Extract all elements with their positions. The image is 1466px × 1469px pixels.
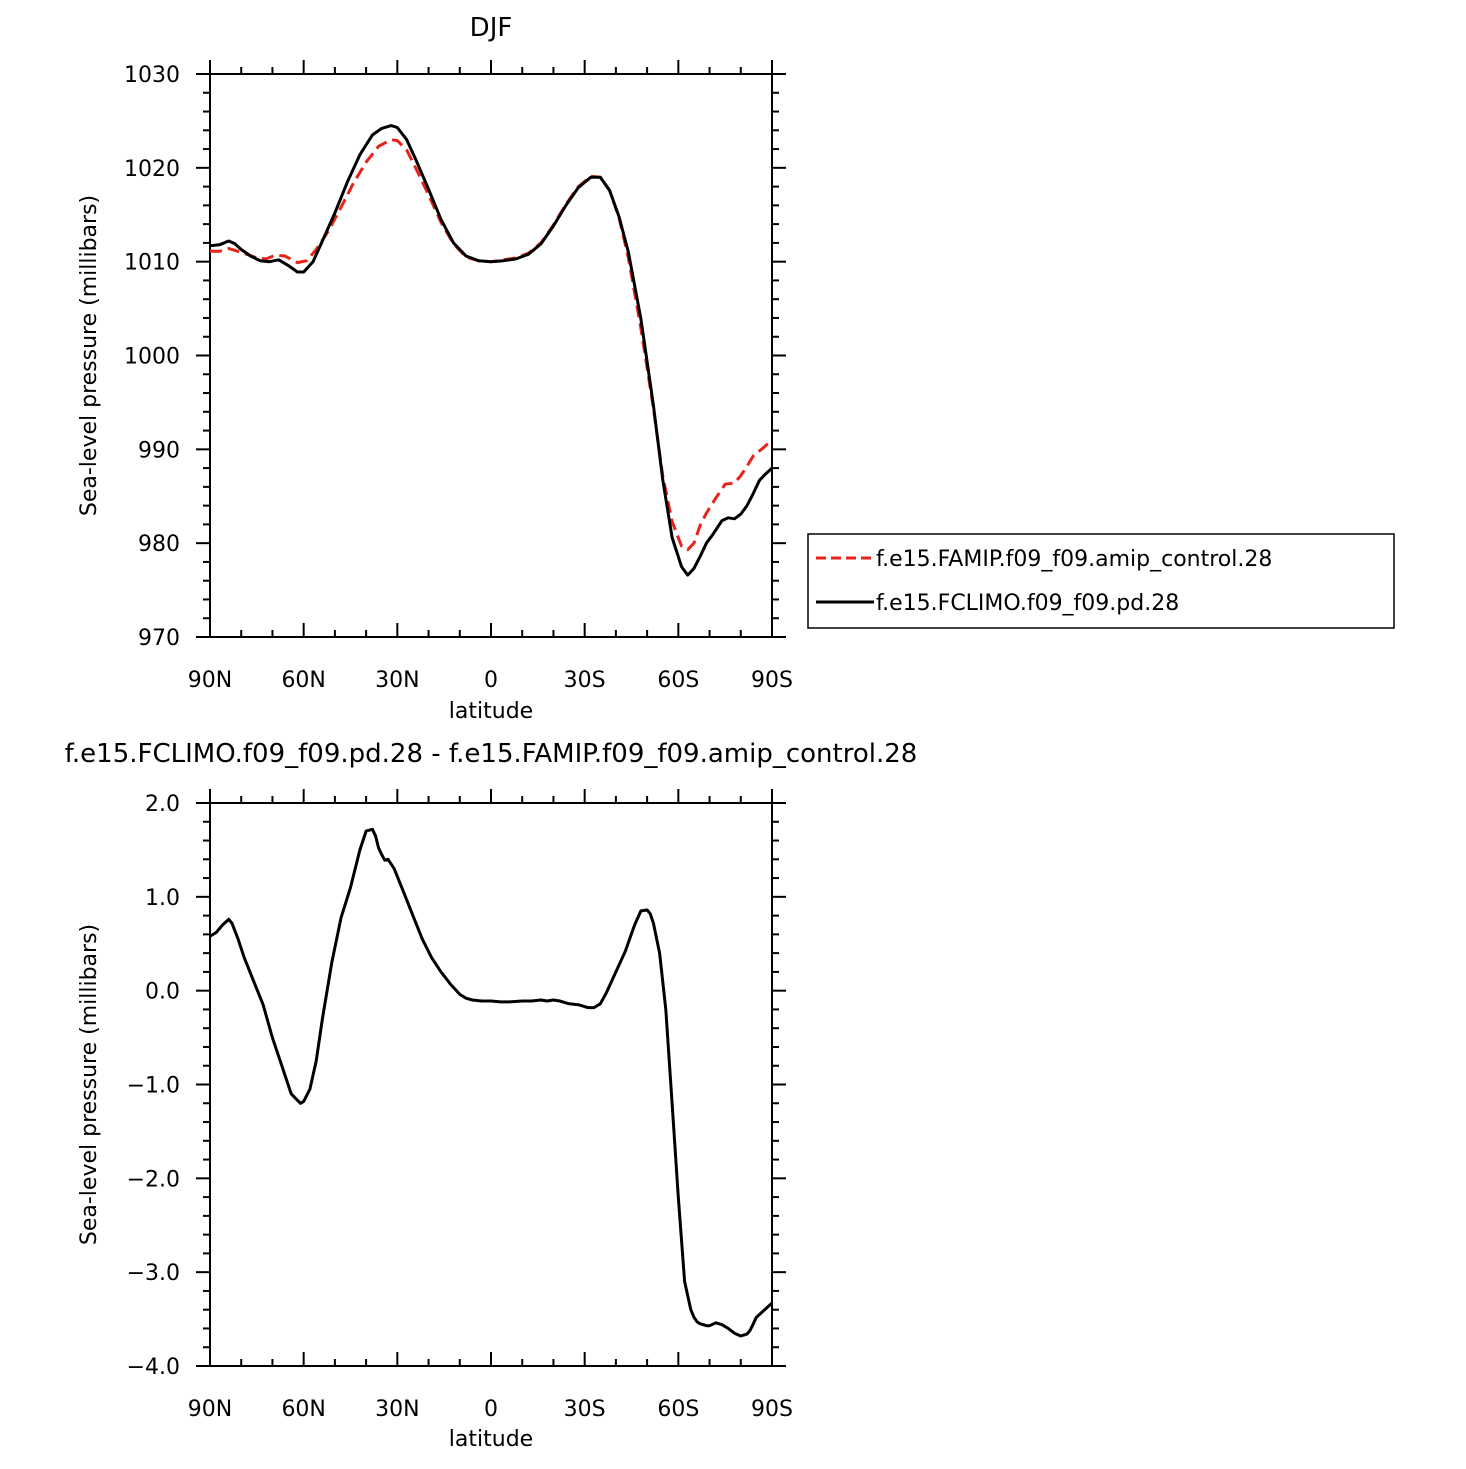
chart-title: DJF (470, 13, 513, 43)
x-axis-label: latitude (449, 1427, 533, 1452)
x-tick-label: 0 (484, 1397, 498, 1422)
y-tick-label: −1.0 (127, 1074, 180, 1099)
chart-panel-1: DJF 90N 60N 30N 0 30S 60S 90S 970 980 990 1000 1010 1… (77, 13, 1395, 724)
legend-label-1: f.e15.FAMIP.f09_f09.amip_control.28 (876, 547, 1272, 572)
y-tick-label: 0.0 (145, 980, 180, 1005)
y-tick-label: 1030 (124, 63, 180, 88)
plot-frame (209, 802, 773, 1367)
y-tick-label: 1.0 (145, 886, 180, 911)
y-tick-label: −3.0 (127, 1261, 180, 1286)
y-tick-label: −2.0 (127, 1167, 180, 1192)
x-tick-label: 30S (564, 668, 606, 693)
legend-box (807, 533, 1395, 629)
plot-frame (209, 73, 773, 638)
legend-label-2: f.e15.FCLIMO.f09_f09.pd.28 (876, 591, 1179, 616)
y-tick-label: 980 (138, 532, 180, 557)
legend: f.e15.FAMIP.f09_f09.amip_control.28 f.e15… (807, 533, 1395, 629)
series-line-1 (210, 827, 772, 1338)
x-tick-label: 0 (484, 668, 498, 693)
x-tick-label: 60N (281, 1397, 325, 1422)
y-tick-label: 970 (138, 626, 180, 651)
x-tick-label: 90S (751, 668, 793, 693)
y-tick-label: 990 (138, 438, 180, 463)
series-line-2 (210, 124, 772, 577)
y-tick-label: 1000 (124, 345, 180, 370)
y-tick-label: 1010 (124, 251, 180, 276)
y-tick-label: −4.0 (127, 1355, 180, 1380)
x-axis-label: latitude (449, 699, 533, 724)
y-tick-label: 2.0 (145, 792, 180, 817)
x-tick-label: 30S (564, 1397, 606, 1422)
x-tick-label: 60S (657, 1397, 699, 1422)
y-axis-label: Sea-level pressure (millibars) (77, 195, 102, 516)
x-tick-label: 60S (657, 668, 699, 693)
x-tick-label: 60N (281, 668, 325, 693)
x-tick-label: 90N (188, 1397, 232, 1422)
x-tick-label: 90S (751, 1397, 793, 1422)
chart-title: f.e15.FCLIMO.f09_f09.pd.28 - f.e15.FAMIP… (65, 739, 918, 769)
x-tick-label: 30N (375, 668, 419, 693)
series-line-1 (210, 138, 772, 552)
x-tick-label: 90N (188, 668, 232, 693)
chart-panel-2: f.e15.FCLIMO.f09_f09.pd.28 - f.e15.FAMIP… (65, 739, 918, 1452)
y-tick-label: 1020 (124, 157, 180, 182)
x-tick-label: 30N (375, 1397, 419, 1422)
y-axis-label: Sea-level pressure (millibars) (77, 924, 102, 1245)
